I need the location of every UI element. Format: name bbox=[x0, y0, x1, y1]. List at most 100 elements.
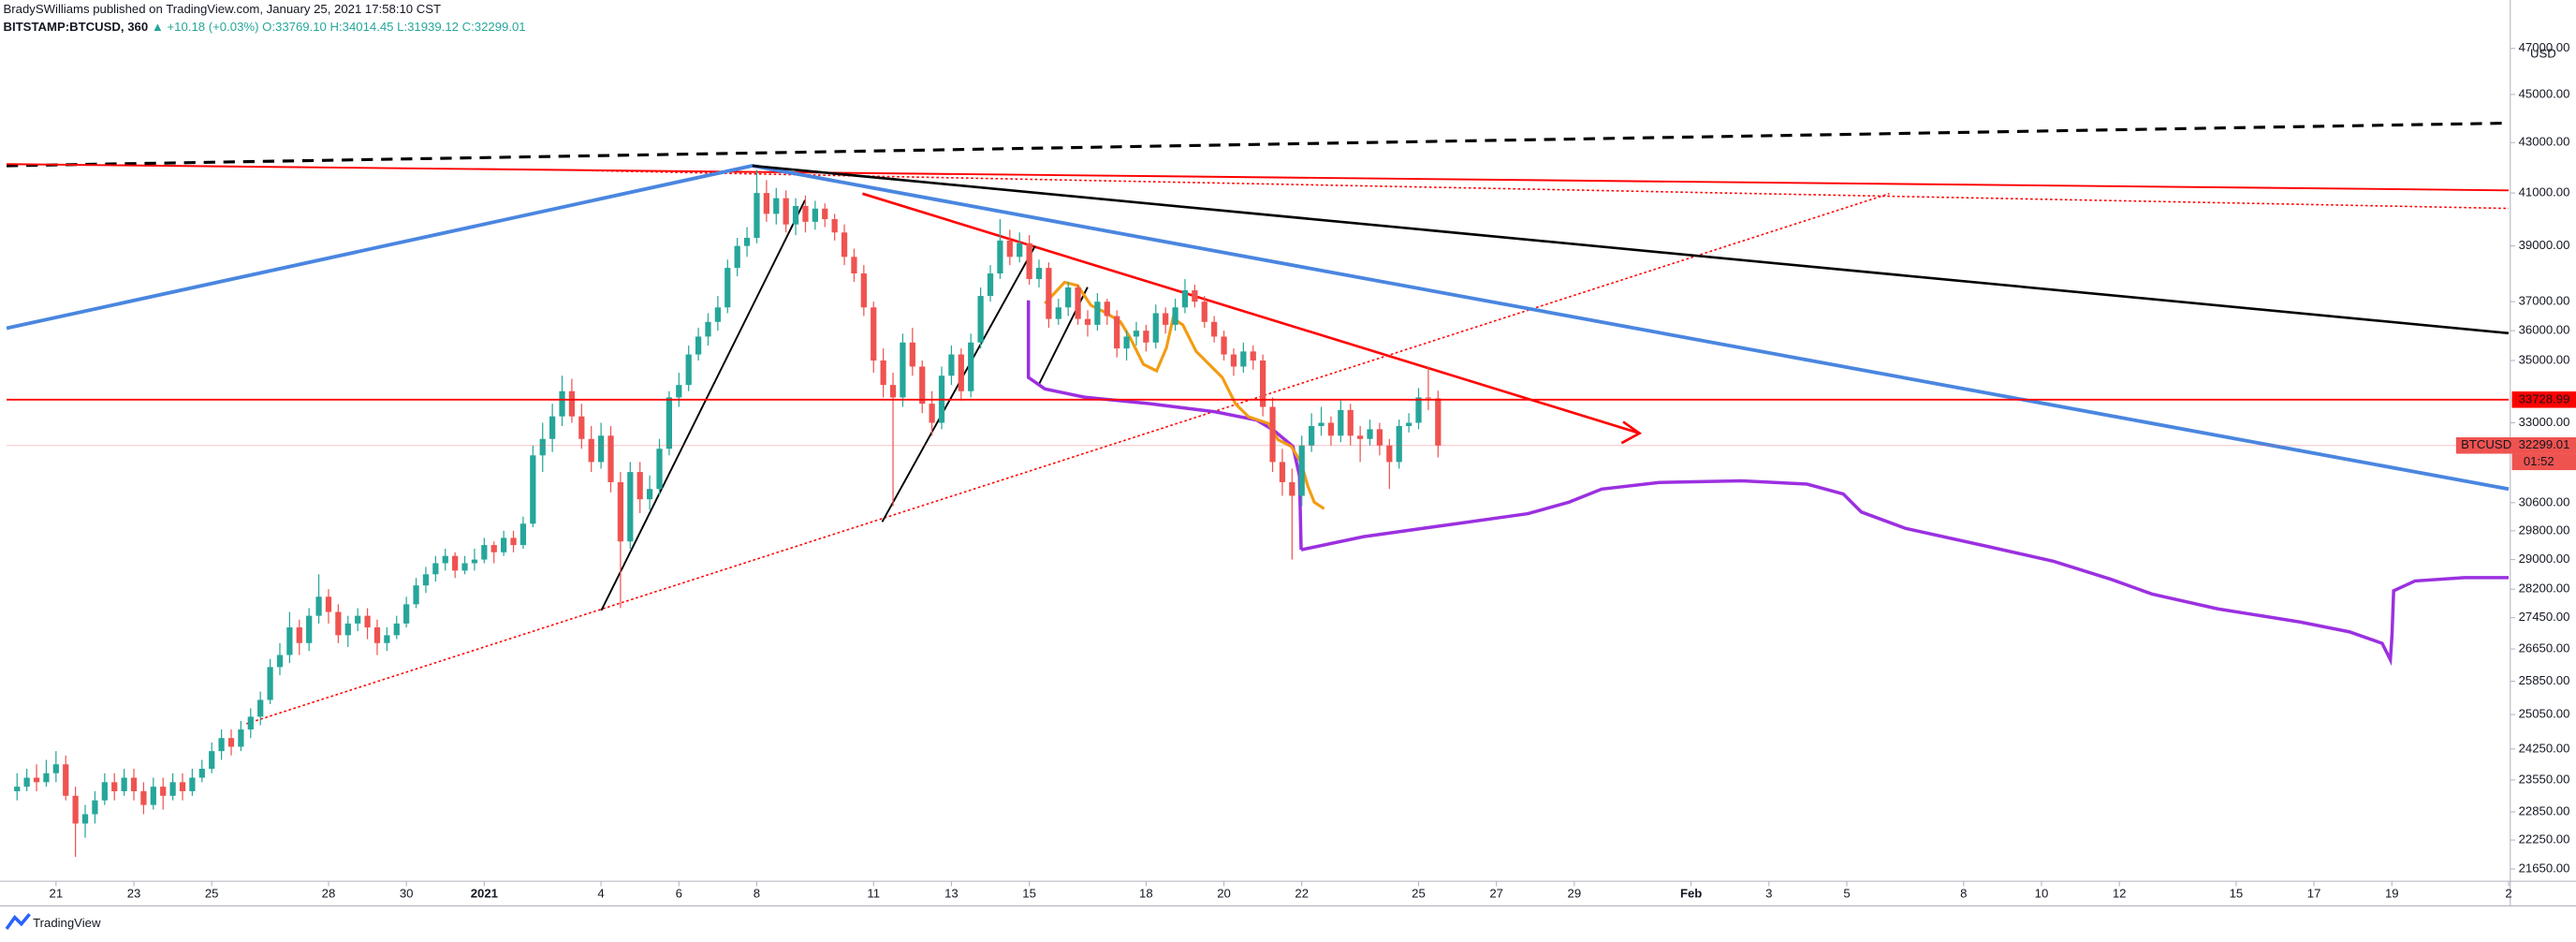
candle-body bbox=[490, 545, 497, 552]
candle-body bbox=[442, 555, 448, 564]
candle-body bbox=[23, 777, 30, 787]
candle-body bbox=[1318, 422, 1325, 426]
candle-body bbox=[1104, 302, 1110, 316]
candle-body bbox=[851, 257, 857, 274]
x-tick-label: 25 bbox=[205, 887, 219, 901]
candle-body bbox=[286, 627, 293, 655]
candle-body bbox=[1279, 462, 1286, 482]
candle-body bbox=[33, 777, 40, 783]
candle-body bbox=[929, 404, 935, 423]
candle-body bbox=[1386, 445, 1393, 463]
candle-body bbox=[247, 716, 254, 730]
candle-body bbox=[900, 342, 906, 398]
dotted-trendline bbox=[246, 193, 1890, 725]
level-label: 33728.99 bbox=[2519, 391, 2570, 405]
candle-body bbox=[121, 777, 127, 791]
candle-body bbox=[792, 205, 799, 225]
x-tick-label: 13 bbox=[944, 887, 959, 901]
price-label-value: 32299.01 bbox=[2519, 437, 2570, 451]
candle-body bbox=[364, 615, 371, 628]
candle-body bbox=[880, 360, 886, 386]
candle-body bbox=[637, 472, 643, 500]
candle-body bbox=[627, 472, 634, 542]
candle-body bbox=[1289, 481, 1295, 496]
y-tick-label: 21650.00 bbox=[2519, 861, 2570, 875]
dotted-trendline bbox=[591, 169, 2510, 210]
candle-body bbox=[452, 555, 459, 571]
candle-body bbox=[1211, 321, 1218, 337]
candle-body bbox=[1017, 243, 1023, 258]
candle-body bbox=[335, 611, 342, 636]
candle-body bbox=[1065, 287, 1072, 308]
candle-body bbox=[802, 205, 809, 222]
candle-body bbox=[1327, 422, 1335, 436]
candle-body bbox=[130, 777, 138, 791]
x-tick-label: 8 bbox=[754, 887, 760, 901]
candle-body bbox=[344, 623, 351, 636]
y-tick-label: 27450.00 bbox=[2519, 610, 2570, 624]
candle-body bbox=[315, 596, 322, 616]
candle-body bbox=[530, 455, 536, 524]
x-tick-label: 19 bbox=[2385, 887, 2399, 901]
y-tick-label: 36000.00 bbox=[2519, 323, 2570, 337]
y-tick-label: 24250.00 bbox=[2519, 741, 2570, 755]
candle-body bbox=[734, 245, 740, 269]
candle-body bbox=[1143, 331, 1149, 343]
y-tick-label: 39000.00 bbox=[2519, 238, 2570, 252]
price-label-box bbox=[2455, 437, 2576, 454]
x-tick-label: 25 bbox=[1412, 887, 1426, 901]
candle-body bbox=[1123, 336, 1130, 349]
arrow-line bbox=[862, 192, 1640, 434]
x-tick-label: 5 bbox=[1843, 887, 1850, 901]
candle-body bbox=[1347, 409, 1354, 436]
currency: USD bbox=[2530, 46, 2556, 60]
candle-body bbox=[227, 738, 235, 747]
candle-body bbox=[607, 435, 614, 482]
candle-body bbox=[325, 596, 332, 612]
candle-body bbox=[432, 563, 439, 575]
candle-body bbox=[393, 623, 400, 636]
candle-body bbox=[403, 604, 410, 624]
price-label-symbol: BTCUSD bbox=[2461, 437, 2511, 451]
x-tick-label: 3 bbox=[1765, 887, 1772, 901]
candle-body bbox=[1425, 397, 1432, 399]
candle-body bbox=[1230, 354, 1237, 367]
candle-body bbox=[373, 627, 381, 643]
candle-body bbox=[267, 667, 273, 700]
candle-body bbox=[597, 435, 605, 463]
x-tick-label: 29 bbox=[1568, 887, 1582, 901]
black-trendline bbox=[752, 164, 2510, 335]
x-tick-label: 10 bbox=[2035, 887, 2049, 901]
candle-body bbox=[140, 790, 147, 805]
candle-body bbox=[501, 537, 507, 552]
change: ▲ +10.18 (+0.03%) bbox=[152, 20, 259, 34]
purple-projection bbox=[1026, 300, 1303, 551]
candle-body bbox=[1163, 313, 1169, 325]
candle-body bbox=[1221, 336, 1227, 355]
y-tick-label: 23550.00 bbox=[2519, 772, 2570, 786]
candle-body bbox=[111, 782, 118, 791]
candle-body bbox=[471, 559, 478, 564]
y-tick-label: 26650.00 bbox=[2519, 641, 2570, 655]
candle-body bbox=[422, 574, 430, 586]
candle-body bbox=[685, 354, 692, 386]
dashed-trendline bbox=[6, 121, 2510, 168]
candle-body bbox=[871, 307, 877, 361]
y-tick-label: 35000.00 bbox=[2519, 352, 2570, 366]
candle-body bbox=[559, 390, 565, 417]
candle-body bbox=[997, 240, 1003, 274]
candle-body bbox=[1026, 243, 1032, 279]
candle-body bbox=[822, 208, 828, 220]
candle-body bbox=[355, 615, 361, 624]
candle-body bbox=[1114, 316, 1120, 349]
candle-body bbox=[1250, 351, 1256, 361]
candle-body bbox=[841, 232, 848, 258]
candle-body bbox=[238, 729, 244, 747]
candle-body bbox=[1192, 290, 1198, 302]
symbol-legend: BITSTAMP:BTCUSD, 360 ▲ +10.18 (+0.03%) O… bbox=[4, 20, 526, 34]
y-tick-label: 45000.00 bbox=[2519, 86, 2570, 100]
candle-body bbox=[831, 219, 838, 233]
candle-body bbox=[1055, 307, 1061, 319]
